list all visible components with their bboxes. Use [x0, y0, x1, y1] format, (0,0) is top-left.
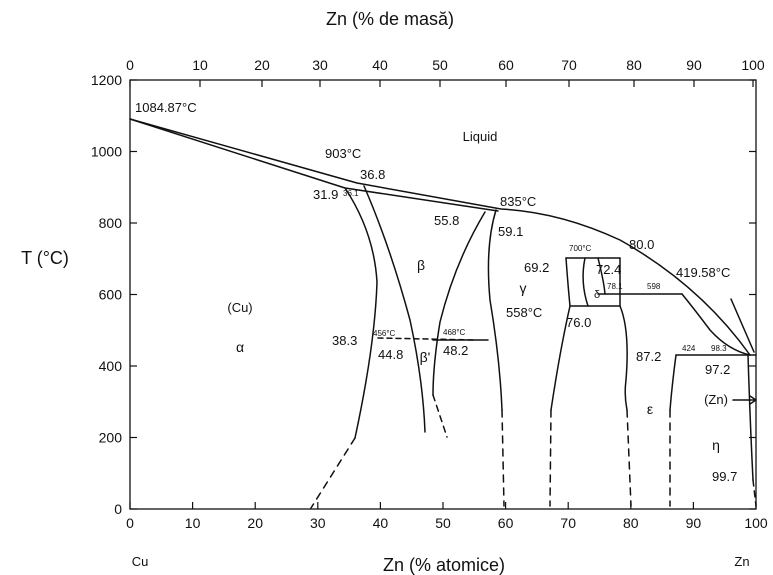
- label-903: 903°C: [325, 146, 361, 161]
- y-tick-label: 1000: [91, 144, 122, 160]
- label-69-2: 69.2: [524, 260, 549, 275]
- y-tick-label: 1200: [91, 72, 122, 88]
- beta-right-boundary: [432, 211, 486, 396]
- y-axis-ticks: 0 200 400 600 800 1000 1200: [91, 72, 756, 517]
- phase-liquid: Liquid: [463, 129, 498, 144]
- label-700: 700°C: [569, 244, 592, 253]
- eta-solvus: [747, 354, 754, 481]
- gamma-left-boundary: [487, 209, 503, 411]
- label-87-2: 87.2: [636, 349, 661, 364]
- label-36-1: 36.1: [343, 189, 359, 198]
- label-558: 558°C: [506, 305, 542, 320]
- left-element-label: Cu: [132, 554, 149, 569]
- label-98-3: 98.3: [711, 344, 727, 353]
- bottom-tick-label: 60: [498, 515, 514, 531]
- bottom-tick-label: 10: [185, 515, 201, 531]
- y-tick-label: 800: [99, 215, 123, 231]
- delta-right-boundary: [597, 257, 606, 295]
- phase-epsilon: ε: [647, 401, 653, 417]
- top-tick-label: 60: [498, 57, 514, 73]
- beta-right-dashed: [432, 394, 448, 438]
- bottom-tick-label: 70: [560, 515, 576, 531]
- phase-cu: (Cu): [227, 300, 252, 315]
- label-99-7: 99.7: [712, 469, 737, 484]
- phase-gamma: γ: [520, 280, 527, 296]
- label-424: 424: [682, 344, 696, 353]
- bottom-tick-label: 80: [623, 515, 639, 531]
- phase-beta-prime: β': [420, 349, 431, 365]
- y-tick-label: 0: [114, 501, 122, 517]
- liquidus-curve: [129, 118, 751, 356]
- bottom-axis-title: Zn (% atomice): [383, 555, 505, 575]
- top-tick-label: 0: [126, 57, 134, 73]
- label-835: 835°C: [500, 194, 536, 209]
- bottom-tick-label: 40: [373, 515, 389, 531]
- y-tick-label: 600: [99, 287, 123, 303]
- top-tick-label: 80: [626, 57, 642, 73]
- alpha-solvus-dashed: [310, 437, 356, 509]
- label-78-1: 78.1: [607, 282, 623, 291]
- top-axis-title: Zn (% de masă): [326, 9, 454, 29]
- phase-boundaries: [129, 118, 757, 509]
- bottom-axis-ticks: 0 10 20 30 40 50 60 70 80 90 100: [126, 502, 768, 531]
- gamma-right-dashed: [549, 409, 552, 507]
- top-tick-label: 10: [192, 57, 208, 73]
- bottom-tick-label: 100: [744, 515, 768, 531]
- label-80-0: 80.0: [629, 237, 654, 252]
- phase-alpha: α: [236, 339, 244, 355]
- y-axis-title: T (°C): [21, 248, 69, 268]
- bottom-tick-label: 20: [247, 515, 263, 531]
- label-59-1: 59.1: [498, 224, 523, 239]
- epsilon-left-boundary: [619, 305, 628, 411]
- bottom-tick-label: 0: [126, 515, 134, 531]
- beta-left-boundary: [363, 185, 426, 433]
- alpha-solvus: [344, 187, 378, 439]
- top-axis-ticks: 0 10 20 30 40 50 60 70 80 90 100: [126, 57, 765, 87]
- label-72-4: 72.4: [596, 262, 621, 277]
- top-tick-label: 30: [312, 57, 328, 73]
- top-tick-label: 100: [741, 57, 765, 73]
- top-tick-label: 40: [372, 57, 388, 73]
- epsilon-left-dashed: [626, 409, 632, 507]
- eta-solvus-dashed: [752, 479, 757, 507]
- label-456: 456°C: [373, 329, 396, 338]
- bottom-tick-label: 30: [310, 515, 326, 531]
- label-48-2: 48.2: [443, 343, 468, 358]
- bottom-tick-label: 50: [435, 515, 451, 531]
- right-element-label: Zn: [734, 554, 749, 569]
- gamma-right-boundary: [550, 257, 571, 411]
- delta-left-boundary: [582, 257, 589, 307]
- top-tick-label: 90: [686, 57, 702, 73]
- gamma-left-dashed: [501, 409, 505, 507]
- bottom-tick-label: 90: [686, 515, 702, 531]
- label-55-8: 55.8: [434, 213, 459, 228]
- top-tick-label: 70: [561, 57, 577, 73]
- label-598: 598: [647, 282, 661, 291]
- label-44-8: 44.8: [378, 347, 403, 362]
- zn-arrow-head: [749, 395, 757, 405]
- label-76-0: 76.0: [566, 315, 591, 330]
- phase-delta: δ: [594, 289, 600, 301]
- label-1084: 1084.87°C: [135, 100, 197, 115]
- epsilon-right-boundary: [681, 293, 751, 356]
- label-419: 419.58°C: [676, 265, 730, 280]
- zn-pointer-line: [730, 298, 755, 353]
- y-tick-label: 200: [99, 430, 123, 446]
- label-38-3: 38.3: [332, 333, 357, 348]
- y-tick-label: 400: [99, 358, 123, 374]
- phase-eta: η: [712, 437, 720, 453]
- phase-beta: β: [417, 257, 425, 273]
- phase-zn: (Zn): [704, 392, 728, 407]
- top-tick-label: 20: [254, 57, 270, 73]
- label-31-9: 31.9: [313, 187, 338, 202]
- label-97-2: 97.2: [705, 362, 730, 377]
- epsilon-right-lower: [669, 354, 677, 411]
- top-tick-label: 50: [432, 57, 448, 73]
- label-468: 468°C: [443, 328, 466, 337]
- label-36-8: 36.8: [360, 167, 385, 182]
